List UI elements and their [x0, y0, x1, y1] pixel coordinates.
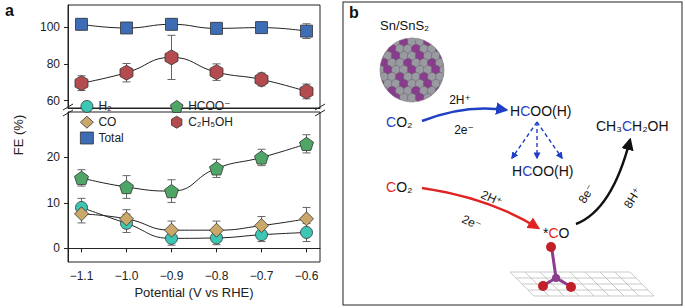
svg-text:2H⁺: 2H⁺: [449, 93, 471, 107]
svg-text:8e⁻: 8e⁻: [575, 182, 597, 206]
svg-text:b: b: [349, 4, 359, 21]
svg-text:−1.1: −1.1: [70, 269, 94, 283]
svg-text:−0.8: −0.8: [205, 269, 229, 283]
svg-text:HCOO⁻: HCOO⁻: [188, 99, 230, 113]
svg-text:CO₂: CO₂: [386, 179, 412, 195]
svg-text:Potential (V vs RHE): Potential (V vs RHE): [134, 285, 253, 300]
svg-text:Sn/SnS₂: Sn/SnS₂: [380, 18, 429, 33]
svg-text:a: a: [5, 2, 14, 19]
svg-text:60: 60: [47, 94, 61, 108]
svg-text:2H⁺: 2H⁺: [479, 188, 505, 210]
svg-text:−0.6: −0.6: [295, 269, 319, 283]
svg-text:−1.0: −1.0: [115, 269, 139, 283]
svg-text:80: 80: [47, 57, 61, 71]
svg-text:10: 10: [47, 196, 61, 210]
svg-text:C₂H₅OH: C₂H₅OH: [188, 115, 233, 129]
svg-text:CO₂: CO₂: [386, 114, 412, 130]
svg-text:HCOO(H): HCOO(H): [512, 163, 573, 179]
svg-text:8H⁺: 8H⁺: [621, 185, 644, 211]
svg-text:20: 20: [47, 150, 61, 164]
svg-text:CO: CO: [98, 115, 116, 129]
svg-text:HCOO(H): HCOO(H): [510, 103, 571, 119]
svg-text:100: 100: [40, 20, 60, 34]
svg-text:−0.7: −0.7: [250, 269, 274, 283]
svg-text:−0.9: −0.9: [160, 269, 184, 283]
svg-text:Total: Total: [98, 131, 123, 145]
svg-text:2e⁻: 2e⁻: [460, 212, 484, 233]
svg-text:H₂: H₂: [98, 99, 112, 113]
svg-text:2e⁻: 2e⁻: [454, 123, 474, 137]
svg-text:0: 0: [53, 241, 60, 255]
svg-text:CH₃CH₂OH: CH₃CH₂OH: [596, 118, 669, 134]
svg-text:FE (%): FE (%): [11, 115, 26, 155]
svg-text:*CO: *CO: [543, 225, 570, 241]
